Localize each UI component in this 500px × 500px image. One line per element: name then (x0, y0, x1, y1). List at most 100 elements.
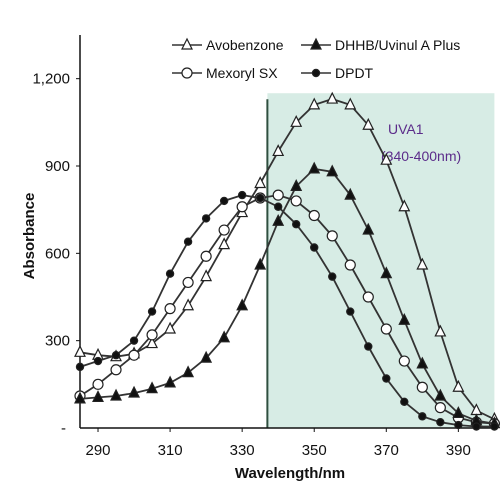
data-point (218, 330, 231, 343)
data-point (255, 193, 265, 203)
data-point (434, 388, 447, 401)
data-point (344, 97, 357, 110)
data-point (146, 381, 159, 394)
data-point (434, 402, 446, 414)
data-point (290, 114, 303, 127)
data-point (344, 187, 357, 200)
data-point (75, 362, 85, 372)
data-point (164, 321, 177, 334)
data-point (74, 344, 86, 357)
data-point (344, 259, 356, 271)
series-2 (74, 161, 500, 429)
data-point (128, 349, 140, 361)
data-point (182, 276, 194, 289)
legend-item: Avobenzone (172, 37, 284, 53)
data-point (292, 220, 301, 229)
y-tick-label: 900 (45, 158, 70, 175)
data-point (146, 336, 159, 349)
data-point (200, 269, 213, 282)
axes: 290 310 330 350 370 390 300 600 900 1,200 - Wavelen… (21, 35, 498, 482)
x-tick-label: 330 (230, 442, 255, 459)
data-point (418, 412, 427, 421)
data-point (273, 202, 283, 211)
data-point (308, 209, 320, 222)
data-point (128, 385, 141, 398)
data-point (129, 336, 139, 345)
legend-marker (181, 37, 193, 50)
data-point (416, 381, 428, 393)
data-point (380, 152, 393, 165)
y-tick-label: 1,200 (32, 71, 70, 88)
y-tick-label: 600 (45, 245, 70, 262)
data-point (416, 356, 429, 369)
data-point (164, 375, 177, 388)
data-point (308, 97, 321, 110)
data-point (218, 237, 231, 250)
data-point (110, 388, 123, 401)
data-point (236, 298, 249, 311)
data-point (452, 406, 465, 419)
data-point (398, 355, 410, 367)
x-tick-label: 290 (86, 442, 111, 459)
data-point (200, 350, 213, 363)
data-point (183, 237, 193, 246)
x-tick-label: 310 (158, 442, 183, 459)
data-point (201, 214, 211, 223)
data-point (436, 417, 445, 427)
legend-label: DHHB/Uvinul A Plus (335, 37, 460, 53)
legend-marker (310, 37, 322, 50)
data-point (346, 307, 355, 316)
legend: Avobenzone DHHB/Uvinul A Plus Mexoryl SX DP… (172, 37, 460, 81)
data-point (400, 397, 409, 406)
series-1 (74, 189, 500, 430)
data-point (308, 161, 321, 174)
data-point (472, 422, 481, 431)
data-point (362, 117, 375, 130)
data-point (310, 243, 319, 252)
data-point (182, 298, 195, 311)
data-point (380, 323, 392, 335)
data-point (434, 324, 447, 337)
legend-label: Avobenzone (206, 37, 284, 53)
data-point (237, 190, 247, 200)
data-point (165, 269, 175, 278)
data-point (110, 364, 122, 376)
legend-item: DHHB/Uvinul A Plus (301, 37, 460, 53)
data-point (362, 222, 375, 235)
data-point (328, 272, 337, 281)
legend-marker (311, 68, 321, 78)
data-point (364, 342, 373, 351)
data-point (398, 199, 411, 212)
data-point (146, 329, 158, 341)
data-point (326, 91, 339, 104)
data-point (74, 391, 86, 404)
y-tick-label: 300 (45, 333, 70, 350)
data-point (290, 179, 303, 191)
legend-label: DPDT (335, 65, 374, 81)
data-point (164, 303, 176, 315)
series-group (74, 91, 500, 431)
data-point (490, 422, 499, 431)
legend-marker (181, 67, 193, 79)
data-point (362, 291, 374, 303)
series-3 (75, 190, 499, 431)
y-axis-title: Absorbance (21, 193, 38, 280)
data-point (382, 374, 391, 383)
data-point (398, 312, 411, 325)
data-point (272, 189, 284, 201)
x-axis-title: Wavelength/nm (235, 465, 345, 482)
data-point (92, 378, 104, 390)
uva1-label: UVA1 (388, 121, 424, 137)
data-point (272, 144, 285, 157)
data-point (290, 195, 302, 207)
data-point (416, 257, 429, 270)
data-point (380, 266, 393, 279)
data-point (219, 196, 229, 206)
legend-item: DPDT (301, 65, 374, 81)
data-point (147, 307, 157, 316)
data-point (254, 257, 267, 270)
data-point (272, 213, 285, 226)
data-point (254, 176, 267, 189)
data-point (326, 230, 338, 242)
